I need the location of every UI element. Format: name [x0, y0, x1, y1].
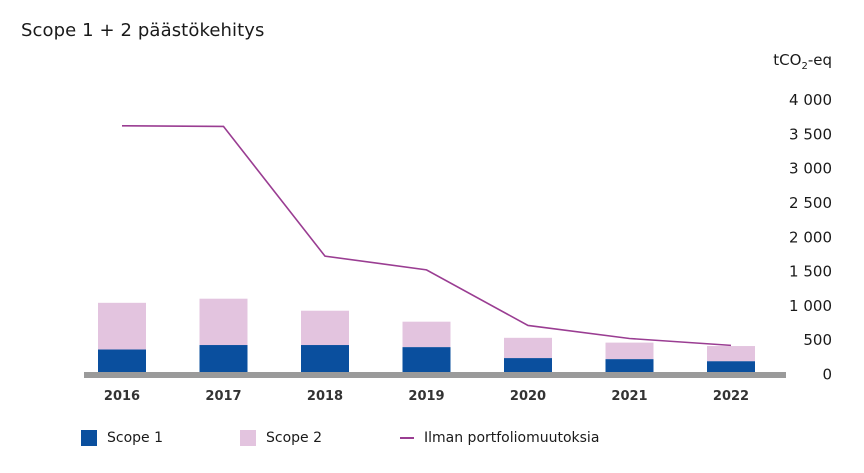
legend-item-scope2: Scope 2	[240, 430, 322, 446]
bar-scope1-2017	[199, 345, 248, 374]
legend-label-line: Ilman portfoliomuutoksia	[424, 430, 600, 446]
legend-label-scope2: Scope 2	[266, 430, 323, 446]
unit-suffix: -eq	[807, 51, 832, 69]
bar-scope1-2021	[605, 359, 654, 374]
unit-subscript: 2	[801, 61, 808, 72]
legend-swatch-scope1	[81, 430, 97, 446]
unit-main: tCO	[773, 51, 802, 69]
x-tick-label-2018: 2018	[307, 389, 343, 404]
chart-title: Scope 1 + 2 päästökehitys	[21, 20, 265, 41]
bar-scope1-2019	[402, 347, 451, 374]
bar-scope2-2021	[605, 342, 654, 360]
x-ticks-group: 2016 2017 2018 2019 2020 2021 2022	[104, 389, 749, 404]
legend-label-scope1: Scope 1	[107, 430, 164, 446]
bars-group	[98, 298, 755, 374]
y-tick-label-0: 0	[822, 366, 832, 384]
legend-item-line: Ilman portfoliomuutoksia	[400, 430, 599, 446]
y-tick-label-3500: 3 500	[789, 125, 832, 143]
y-tick-label-3000: 3 000	[789, 160, 832, 178]
y-axis-unit: tCO2-eq	[773, 51, 832, 72]
y-tick-label-1500: 1 500	[789, 263, 832, 281]
legend-swatch-scope2	[240, 430, 256, 446]
y-ticks-group: 0 500 1 000 1 500 2 000 2 500 3 000 3 500 4 000	[789, 91, 832, 384]
bar-scope1-2016	[98, 349, 146, 374]
bar-scope2-2022	[707, 346, 755, 362]
legend-item-scope1: Scope 1	[81, 430, 163, 446]
x-tick-label-2021: 2021	[611, 389, 647, 404]
y-tick-label-2000: 2 000	[789, 228, 832, 246]
x-tick-label-2022: 2022	[713, 389, 749, 404]
y-tick-label-4000: 4 000	[789, 91, 832, 109]
x-axis-group	[84, 372, 786, 378]
bar-scope2-2017	[199, 298, 248, 346]
bar-scope2-2016	[98, 302, 146, 350]
bar-scope1-2022	[707, 361, 755, 374]
bar-scope2-2018	[301, 310, 349, 346]
bar-scope2-2020	[504, 337, 552, 359]
x-tick-label-2017: 2017	[205, 389, 241, 404]
y-tick-label-2500: 2 500	[789, 194, 832, 212]
bar-scope2-2019	[402, 321, 451, 348]
bar-scope1-2020	[504, 358, 552, 374]
line-ilman-portfoliomuutoksia	[121, 124, 732, 347]
legend-swatch-line	[400, 437, 414, 439]
x-axis-line	[84, 372, 786, 378]
legend: Scope 1 Scope 2 Ilman portfoliomuutoksia	[0, 430, 864, 452]
line-series-group	[121, 124, 732, 347]
bar-scope1-2018	[301, 345, 349, 374]
x-tick-label-2019: 2019	[408, 389, 444, 404]
y-tick-label-1000: 1 000	[789, 297, 832, 315]
x-tick-label-2020: 2020	[510, 389, 546, 404]
x-tick-label-2016: 2016	[104, 389, 140, 404]
y-tick-label-500: 500	[803, 331, 832, 349]
